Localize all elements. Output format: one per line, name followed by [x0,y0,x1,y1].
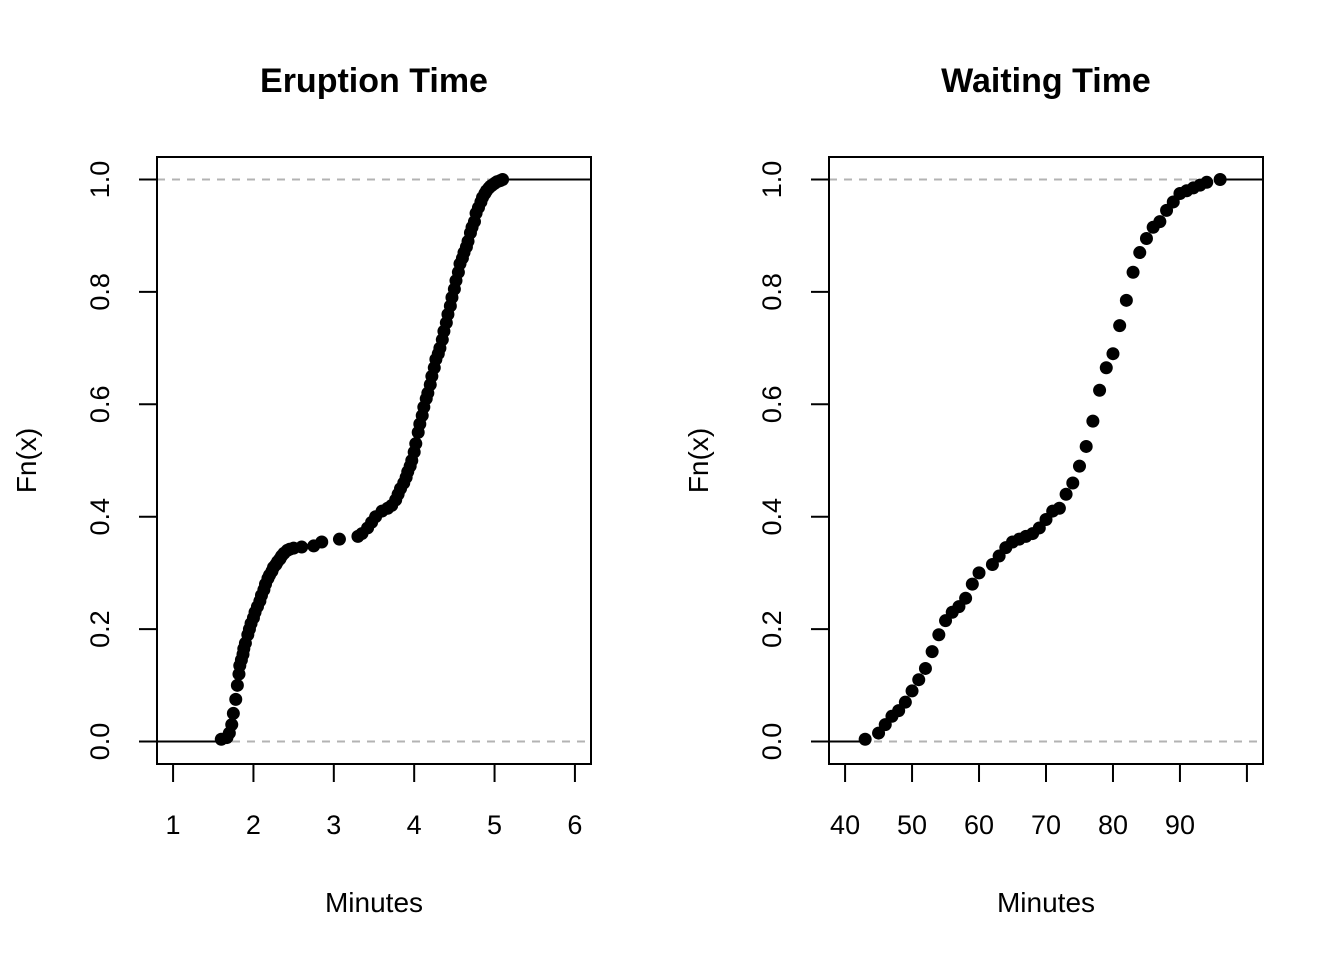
ecdf-point [1200,175,1214,189]
y-tick-label: 0.4 [85,498,115,536]
y-axis-label: Fn(x) [11,428,42,493]
x-tick-label: 4 [407,810,422,840]
chart-title: Waiting Time [941,62,1151,100]
y-tick-label: 0.0 [757,723,787,761]
x-tick-label: 70 [1031,810,1061,840]
ecdf-point [1213,172,1227,186]
ecdf-point [858,732,872,746]
ecdf-point [295,540,309,554]
ecdf-point [1126,265,1140,279]
x-tick-label: 90 [1165,810,1195,840]
y-axis-label: Fn(x) [683,428,714,493]
x-tick-label: 40 [830,810,860,840]
x-tick-label: 2 [246,810,261,840]
ecdf-point [1113,319,1127,333]
ecdf-point [1153,215,1167,229]
x-tick-label: 80 [1098,810,1128,840]
x-tick-label: 60 [964,810,994,840]
y-tick-label: 0.6 [757,386,787,424]
ecdf-point [226,706,240,720]
y-tick-label: 0.2 [85,610,115,648]
ecdf-point [1099,361,1113,375]
ecdf-point [229,692,243,706]
x-tick-label: 1 [166,810,181,840]
x-axis-label: Minutes [997,887,1095,918]
ecdf-point [898,695,912,709]
x-tick-label: 6 [567,810,582,840]
ecdf-point [965,577,979,591]
plot-frame [156,156,592,765]
chart-panel-2: Waiting Time 40 50 60 70 80 90 0.0 0.2 0.4 0.6 0.8 1… [683,62,1264,918]
ecdf-point [1052,501,1066,515]
ecdf-point [496,172,510,186]
x-tick-label: 50 [897,810,927,840]
y-tick-label: 0.2 [757,610,787,648]
ecdf-point [1072,459,1086,473]
ecdf-point [972,566,986,580]
chart-title: Eruption Time [260,62,488,100]
ecdf-point [1133,246,1147,260]
x-tick-label: 5 [487,810,502,840]
y-tick-label: 1.0 [757,161,787,199]
plot-frame [828,156,1264,765]
ecdf-point [1066,476,1080,490]
x-tick-label: 3 [326,810,341,840]
ecdf-point [1086,414,1100,428]
y-tick-label: 0.0 [85,723,115,761]
ecdf-point [905,684,919,698]
ecdf-point [1139,231,1153,245]
ecdf-point [332,532,346,546]
ecdf-point [1119,293,1133,307]
y-tick-label: 0.4 [757,498,787,536]
ecdf-point [959,591,973,605]
ecdf-point [925,645,939,659]
ecdf-point [918,661,932,675]
ecdf-point [1079,439,1093,453]
ecdf-point [315,535,329,549]
ecdf-point [409,437,423,451]
ecdf-point [230,678,244,692]
chart-panel-1: Eruption Time 1 2 3 4 5 6 0.0 0.2 0.4 0.6 0.8 1.0 Min… [11,62,592,918]
x-axis-label: Minutes [325,887,423,918]
ecdf-point [932,628,946,642]
y-tick-label: 1.0 [85,161,115,199]
ecdf-point [1106,347,1120,361]
ecdf-point [912,673,926,687]
ecdf-point [225,718,239,732]
y-tick-label: 0.6 [85,386,115,424]
ecdf-point [1059,487,1073,501]
y-tick-label: 0.8 [757,273,787,311]
ecdf-point [1093,383,1107,397]
y-tick-label: 0.8 [85,273,115,311]
